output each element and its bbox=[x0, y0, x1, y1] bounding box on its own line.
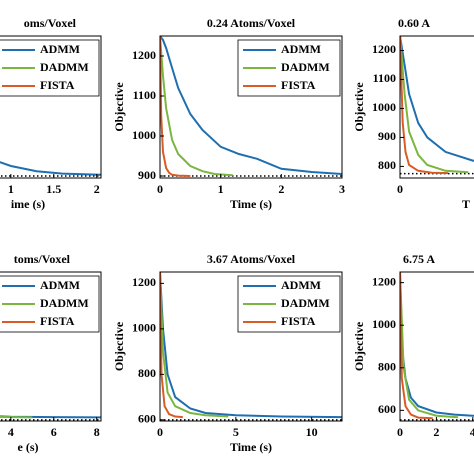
axes-box bbox=[399, 271, 474, 422]
legend-label: ADMM bbox=[40, 42, 80, 56]
y-tick-label: 900 bbox=[138, 168, 156, 182]
y-tick-label: 800 bbox=[138, 366, 156, 380]
y-axis-label: Objective bbox=[112, 82, 126, 132]
y-tick-label: 1000 bbox=[372, 100, 396, 114]
axes-box bbox=[399, 35, 474, 179]
series-line bbox=[160, 36, 342, 175]
axes-box bbox=[159, 271, 343, 422]
y-tick-label: 1200 bbox=[372, 42, 396, 56]
chart-title: 3.67 Atoms/Voxel bbox=[207, 252, 296, 266]
legend-label: DADMM bbox=[281, 296, 330, 310]
series-line bbox=[160, 272, 229, 418]
chart-title: 6.75 A bbox=[403, 252, 435, 266]
chart-title: 0.60 A bbox=[398, 16, 430, 30]
y-axis-label: Objective bbox=[352, 82, 366, 132]
legend-label: DADMM bbox=[40, 60, 89, 74]
y-axis-label: Objective bbox=[352, 321, 366, 371]
y-tick-label: 1000 bbox=[372, 317, 396, 331]
series-line bbox=[400, 36, 474, 162]
x-tick-label: 0 bbox=[397, 425, 403, 439]
x-tick-label: 6 bbox=[51, 425, 57, 439]
y-tick-label: 1000 bbox=[132, 321, 156, 335]
y-axis-label: Objective bbox=[112, 321, 126, 371]
chart-title: toms/Voxel bbox=[14, 252, 71, 266]
x-axis-label: ime (s) bbox=[11, 197, 45, 211]
x-axis-label: Time (s) bbox=[230, 440, 272, 454]
series-line bbox=[0, 415, 33, 419]
axes-box bbox=[0, 271, 102, 422]
legend-label: FISTA bbox=[40, 78, 75, 92]
x-tick-label: 4 bbox=[470, 425, 474, 439]
plot-area bbox=[160, 272, 342, 421]
x-tick-label: 0 bbox=[157, 425, 163, 439]
y-tick-label: 900 bbox=[378, 129, 396, 143]
x-tick-label: 5 bbox=[233, 425, 239, 439]
plot-area bbox=[400, 36, 474, 175]
legend-label: DADMM bbox=[281, 60, 330, 74]
x-tick-label: 1.5 bbox=[46, 182, 61, 196]
legend-label: ADMM bbox=[281, 278, 321, 292]
y-tick-label: 1200 bbox=[372, 274, 396, 288]
x-tick-label: 0 bbox=[397, 182, 403, 196]
legend-label: FISTA bbox=[281, 78, 316, 92]
x-tick-label: 2 bbox=[278, 182, 284, 196]
series-line bbox=[160, 272, 342, 419]
series-line bbox=[400, 272, 459, 419]
plot-area bbox=[0, 415, 101, 421]
series-line bbox=[0, 161, 101, 176]
x-tick-label: 1 bbox=[8, 182, 14, 196]
plot-area bbox=[160, 36, 342, 177]
series-line bbox=[400, 272, 433, 420]
y-tick-label: 600 bbox=[138, 412, 156, 426]
legend-label: FISTA bbox=[281, 314, 316, 328]
series-line bbox=[160, 272, 183, 419]
y-tick-label: 1000 bbox=[132, 128, 156, 142]
y-tick-label: 1200 bbox=[132, 48, 156, 62]
y-tick-label: 800 bbox=[378, 360, 396, 374]
x-tick-label: 2 bbox=[433, 425, 439, 439]
series-line bbox=[160, 36, 233, 177]
x-tick-label: 0 bbox=[157, 182, 163, 196]
axes-box bbox=[159, 35, 343, 179]
y-tick-label: 600 bbox=[378, 402, 396, 416]
legend-label: ADMM bbox=[40, 278, 80, 292]
x-tick-label: 10 bbox=[306, 425, 318, 439]
y-tick-label: 1100 bbox=[373, 71, 396, 85]
x-axis-label: Time (s) bbox=[230, 197, 272, 211]
x-tick-label: 1 bbox=[218, 182, 224, 196]
x-tick-label: 8 bbox=[94, 425, 100, 439]
legend-label: FISTA bbox=[40, 314, 75, 328]
axes-box bbox=[0, 35, 102, 179]
x-tick-label: 3 bbox=[339, 182, 345, 196]
plot-area bbox=[400, 272, 474, 421]
x-axis-label: e (s) bbox=[18, 440, 39, 454]
y-tick-label: 1100 bbox=[133, 88, 156, 102]
legend-label: DADMM bbox=[40, 296, 89, 310]
series-line bbox=[160, 36, 191, 177]
x-tick-label: 2 bbox=[94, 182, 100, 196]
y-tick-label: 800 bbox=[378, 158, 396, 172]
series-line bbox=[400, 36, 449, 175]
x-tick-label: 4 bbox=[8, 425, 14, 439]
y-tick-label: 1200 bbox=[132, 275, 156, 289]
series-line bbox=[400, 36, 469, 174]
plot-area bbox=[0, 161, 101, 177]
series-line bbox=[400, 272, 474, 417]
x-axis-label: T bbox=[462, 197, 470, 211]
chart-title: 0.24 Atoms/Voxel bbox=[207, 16, 296, 30]
legend-label: ADMM bbox=[281, 42, 321, 56]
chart-title: oms/Voxel bbox=[24, 16, 77, 30]
